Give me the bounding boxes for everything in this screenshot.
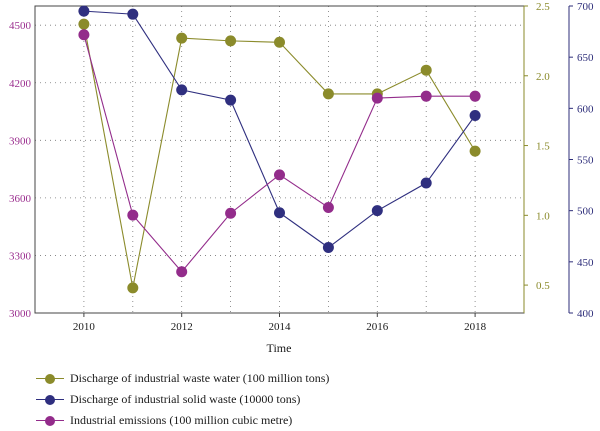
data-point-series-2 [274, 169, 285, 181]
data-point-series-0 [274, 36, 285, 48]
x-tick-label: 2016 [366, 321, 389, 333]
data-point-series-2 [225, 207, 237, 219]
data-point-series-2 [127, 209, 139, 221]
x-axis-title: Time [267, 341, 292, 355]
data-point-series-2 [176, 266, 188, 278]
left-tick-label: 4500 [9, 20, 32, 32]
data-point-series-2 [371, 92, 383, 104]
data-point-series-1 [420, 177, 432, 189]
x-tick-label: 2012 [171, 321, 193, 333]
right2-tick-label: 650 [577, 52, 594, 64]
data-point-series-2 [469, 90, 481, 102]
data-point-series-0 [78, 18, 90, 30]
legend-marker-emissions [36, 415, 64, 426]
data-point-series-0 [176, 32, 188, 44]
left-tick-label: 3300 [9, 250, 32, 262]
x-tick-label: 2010 [73, 321, 96, 333]
data-point-series-0 [322, 88, 334, 100]
data-point-series-1 [469, 109, 481, 121]
legend-item-emissions: Industrial emissions (100 million cubic … [36, 410, 329, 431]
right2-tick-label: 400 [577, 308, 594, 320]
data-point-series-1 [225, 94, 237, 106]
data-point-series-1 [371, 205, 383, 217]
left-tick-label: 4200 [9, 78, 32, 90]
x-tick-label: 2018 [464, 321, 487, 333]
left-tick-label: 3000 [9, 308, 32, 320]
x-axis: 2010 2012 2014 2016 2018 [73, 313, 487, 333]
right2-tick-label: 700 [577, 1, 594, 13]
data-point-series-0 [225, 35, 237, 47]
right2-tick-label: 600 [577, 103, 594, 115]
right-y-axis-waste-water: 0.5 1.0 1.5 2.0 2.5 [523, 1, 550, 313]
right-y-axis-solid-waste: 400 450 500 550 600 650 700 [568, 1, 594, 320]
legend: Discharge of industrial waste water (100… [36, 368, 329, 431]
x-tick-label: 2014 [269, 321, 292, 333]
data-point-series-2 [420, 90, 432, 102]
data-point-series-1 [127, 8, 139, 20]
right1-tick-label: 1.5 [536, 141, 550, 153]
left-tick-label: 3600 [9, 193, 32, 205]
legend-marker-waste-water [36, 373, 64, 384]
data-point-series-1 [176, 84, 188, 96]
right1-tick-label: 0.5 [536, 280, 550, 292]
left-y-axis: 3000 3300 3600 3900 4200 4500 [9, 20, 32, 320]
right2-tick-label: 500 [577, 206, 594, 218]
right2-tick-label: 550 [577, 155, 594, 167]
legend-item-solid-waste: Discharge of industrial solid waste (100… [36, 389, 329, 410]
legend-label-emissions: Industrial emissions (100 million cubic … [70, 413, 293, 427]
data-point-series-1 [78, 5, 90, 17]
right1-tick-label: 1.0 [536, 210, 550, 222]
series-layer [78, 5, 481, 294]
left-tick-label: 3900 [9, 135, 32, 147]
plot-grid [35, 6, 524, 314]
legend-label-waste-water: Discharge of industrial waste water (100… [70, 371, 330, 385]
legend-marker-solid-waste [36, 394, 64, 405]
legend-label-solid-waste: Discharge of industrial solid waste (100… [70, 392, 301, 406]
data-point-series-0 [469, 145, 481, 157]
chart: 2010 2012 2014 2016 2018 3000 3300 3600 3900 420… [9, 1, 594, 355]
right1-tick-label: 2.0 [536, 71, 550, 83]
data-point-series-1 [274, 207, 285, 219]
legend-item-waste-water: Discharge of industrial waste water (100… [36, 368, 329, 389]
data-point-series-1 [322, 242, 334, 254]
data-point-series-2 [78, 29, 90, 41]
data-point-series-0 [420, 64, 432, 76]
right2-tick-label: 450 [577, 257, 594, 269]
data-point-series-0 [127, 282, 139, 294]
right1-tick-label: 2.5 [536, 1, 550, 13]
data-point-series-2 [322, 201, 334, 213]
